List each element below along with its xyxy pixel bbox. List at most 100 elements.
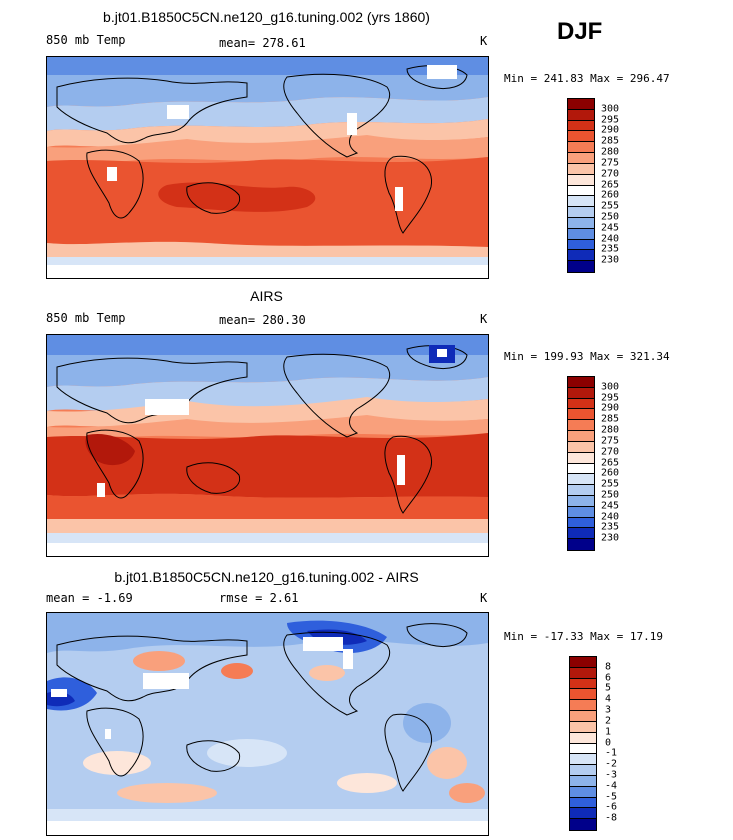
colorbar-tick-label: 245	[601, 500, 620, 512]
colorbar-swatch	[570, 678, 596, 690]
colorbar-tick-label: 265	[601, 179, 620, 190]
panel3-map	[46, 612, 489, 836]
colorbar-tick-label: 275	[601, 157, 620, 169]
colorbar-swatch	[570, 808, 596, 820]
panel2-title: AIRS	[250, 288, 283, 304]
panel2-map	[46, 334, 489, 557]
colorbar-swatch	[570, 700, 596, 712]
colorbar-swatch	[570, 721, 596, 733]
colorbar-swatch	[570, 732, 596, 744]
colorbar-tick-label: 285	[601, 413, 620, 425]
colorbar-swatch	[568, 517, 594, 529]
colorbar-tick-label: 300	[601, 381, 620, 393]
colorbar-tick-label: 255	[601, 200, 620, 212]
colorbar-swatch	[568, 539, 594, 550]
colorbar-swatch	[568, 261, 594, 272]
colorbar-tick-label: 250	[601, 211, 620, 223]
colorbar-tick-label: 250	[601, 489, 620, 501]
colorbar-tick-label: 3	[605, 704, 612, 716]
colorbar-swatch	[568, 495, 594, 507]
colorbar-swatch	[570, 786, 596, 798]
panel2-units: K	[480, 312, 488, 326]
colorbar-swatch	[568, 485, 594, 496]
colorbar-tick-label: 280	[601, 146, 620, 158]
colorbar-swatch	[568, 174, 594, 186]
colorbar-tick-label: 270	[601, 446, 620, 458]
colorbar-tick-label: 240	[601, 511, 620, 523]
colorbar-swatch	[568, 217, 594, 229]
colorbar-tick-label: 8	[605, 661, 612, 673]
colorbar-swatch	[568, 153, 594, 164]
colorbar-swatch	[568, 131, 594, 143]
colorbar-tick-label: 240	[601, 233, 620, 245]
colorbar-swatch	[568, 377, 594, 388]
panel3-center-label: rmse = 2.61	[219, 591, 299, 605]
colorbar-tick-label: 290	[601, 124, 620, 136]
colorbar-swatch	[568, 506, 594, 518]
colorbar-tick-label: 285	[601, 135, 620, 147]
colorbar-tick-label: 260	[601, 467, 620, 479]
colorbar-swatch	[570, 711, 596, 722]
colorbar-swatch	[568, 239, 594, 251]
panel3-left-label: mean = -1.69	[46, 591, 133, 605]
panel3-colorbar	[569, 656, 597, 831]
colorbar-swatch	[568, 250, 594, 262]
colorbar-tick-label: 2	[605, 715, 612, 727]
colorbar-swatch	[568, 120, 594, 132]
colorbar-tick-label: 235	[601, 521, 620, 533]
colorbar-swatch	[568, 528, 594, 540]
panel2-center-label: mean= 280.30	[219, 313, 306, 327]
colorbar-tick-label: -1	[605, 747, 618, 759]
panel3-title: b.jt01.B1850C5CN.ne120_g16.tuning.002 - …	[114, 569, 419, 585]
panel2-minmax: Min = 199.93 Max = 321.34	[504, 350, 670, 363]
colorbar-swatch	[568, 228, 594, 240]
colorbar-tick-label: 295	[601, 392, 620, 404]
colorbar-swatch	[570, 765, 596, 776]
colorbar-tick-label: -2	[605, 758, 618, 770]
colorbar-swatch	[570, 775, 596, 787]
panel1-left-label: 850 mb Temp	[46, 33, 126, 47]
colorbar-swatch	[568, 387, 594, 399]
colorbar-tick-label: 295	[601, 114, 620, 126]
colorbar-swatch	[570, 657, 596, 668]
panel1-title: b.jt01.B1850C5CN.ne120_g16.tuning.002 (y…	[103, 9, 430, 25]
colorbar-swatch	[568, 196, 594, 208]
colorbar-swatch	[568, 99, 594, 110]
colorbar-swatch	[570, 689, 596, 701]
colorbar-tick-label: -3	[605, 769, 618, 781]
colorbar-swatch	[570, 819, 596, 830]
colorbar-swatch	[568, 452, 594, 464]
colorbar-tick-label: 4	[605, 693, 612, 705]
colorbar-swatch	[570, 667, 596, 679]
colorbar-swatch	[568, 185, 594, 197]
colorbar-swatch	[568, 109, 594, 121]
colorbar-tick-label: 265	[601, 457, 620, 468]
colorbar-tick-label: 260	[601, 189, 620, 201]
panel1-map	[46, 56, 489, 279]
colorbar-tick-label: 270	[601, 168, 620, 180]
colorbar-swatch	[568, 474, 594, 486]
colorbar-swatch	[570, 743, 596, 755]
season-label: DJF	[557, 18, 603, 45]
panel1-minmax: Min = 241.83 Max = 296.47	[504, 72, 670, 85]
colorbar-tick-label: 245	[601, 222, 620, 234]
colorbar-swatch	[568, 398, 594, 410]
panel1-units: K	[480, 34, 488, 48]
panel2-left-label: 850 mb Temp	[46, 311, 126, 325]
panel3-units: K	[480, 591, 488, 605]
colorbar-tick-label: -4	[605, 780, 618, 792]
colorbar-swatch	[568, 163, 594, 175]
colorbar-tick-label: 230	[601, 532, 620, 544]
colorbar-swatch	[568, 463, 594, 475]
colorbar-tick-label: 235	[601, 243, 620, 255]
colorbar-swatch	[568, 420, 594, 432]
panel3-minmax: Min = -17.33 Max = 17.19	[504, 630, 663, 643]
colorbar-tick-label: 290	[601, 402, 620, 414]
panel1-colorbar	[567, 98, 595, 273]
colorbar-tick-label: 1	[605, 726, 612, 738]
colorbar-swatch	[568, 142, 594, 154]
colorbar-swatch	[570, 754, 596, 766]
colorbar-tick-label: 6	[605, 672, 612, 684]
colorbar-tick-label: 280	[601, 424, 620, 436]
colorbar-tick-label: -6	[605, 801, 618, 813]
